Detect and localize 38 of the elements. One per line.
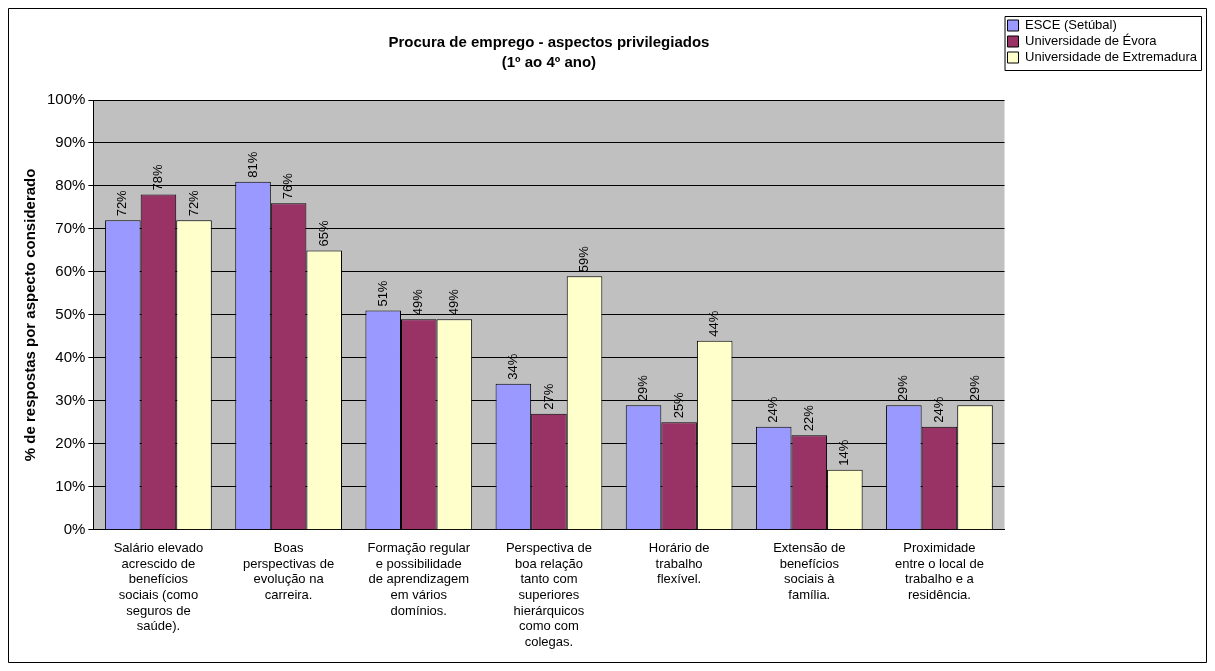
x-tick-label: Salário elevado acrescido de benefícios sociais (como seguros de saúde).	[113, 540, 204, 634]
y-tick-label: 60%	[55, 262, 86, 280]
y-tick-label: 10%	[55, 476, 86, 494]
y-tick-label: 30%	[55, 391, 86, 408]
x-tick-label: Perspectiva de boa relação tanto com superiores hierárquicos como com colegas.	[505, 540, 592, 649]
data-label: 81%	[244, 151, 260, 178]
data-label: 29%	[635, 374, 651, 402]
x-tick-label: Proximidade entre o local de trabalho e a residência.	[894, 540, 984, 602]
y-tick-label: 90%	[55, 133, 86, 151]
y-tick-label: 0%	[63, 519, 86, 537]
x-tick-label: Formação regular e possibilidade de aprendizagem em vários domínios.	[367, 540, 471, 618]
y-tick-label: 100%	[46, 90, 86, 108]
data-label: 49%	[445, 288, 461, 316]
chart-title: Procura de emprego - aspectos privilegiados	[388, 33, 710, 51]
data-label: 27%	[540, 383, 556, 410]
legend-label: ESCE (Setúbal)	[1025, 17, 1117, 33]
y-tick-label: 40%	[55, 348, 86, 366]
x-tick-label: Extensão de benefícios sociais à família.	[773, 540, 846, 602]
y-tick-label: 50%	[55, 305, 86, 323]
data-label: 29%	[895, 374, 911, 402]
y-tick-label: 70%	[55, 219, 86, 237]
data-label: 76%	[280, 172, 296, 200]
data-label: 22%	[800, 404, 816, 432]
x-tick-label: Horário de trabalho flexível.	[648, 540, 710, 587]
data-label: 72%	[114, 189, 130, 217]
chart-subtitle: (1º ao 4º ano)	[501, 53, 597, 71]
data-label: 29%	[966, 374, 982, 402]
y-axis-title: % de respostas por aspecto considerado	[21, 168, 39, 462]
data-label: 59%	[576, 245, 592, 273]
data-label: 51%	[374, 280, 390, 307]
y-tick-label: 20%	[55, 433, 86, 451]
x-tick-label: Boas perspectivas de evolução na carreira.	[243, 540, 335, 602]
data-label: 72%	[185, 189, 201, 217]
data-label: 49%	[410, 288, 426, 316]
y-tick-label: 80%	[55, 176, 86, 194]
legend-label: Universidade de Extremadura	[1025, 49, 1198, 65]
legend-label: Universidade de Évora	[1025, 33, 1158, 49]
data-label: 78%	[150, 164, 166, 191]
